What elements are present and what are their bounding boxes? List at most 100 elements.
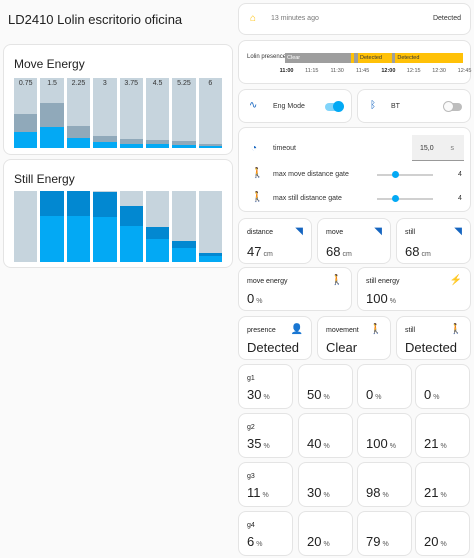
bt-toggle[interactable]: [443, 101, 462, 112]
gate-tile[interactable]: 21%: [415, 413, 470, 458]
gate-tile[interactable]: 21%: [415, 462, 470, 507]
walk-icon: 🚶: [369, 324, 382, 335]
history-card: Lolin presence Clear Detected Detected 11:…: [238, 40, 471, 84]
gate-unit: %: [323, 443, 330, 450]
status-card[interactable]: ⌂ 13 minutes ago Detected: [238, 3, 471, 35]
still-gate-slider[interactable]: [377, 195, 433, 202]
sensor-value: Clear: [326, 340, 357, 355]
gate-label: g2: [247, 424, 255, 431]
sensor-tile-still[interactable]: still ◥ 68 cm: [396, 218, 471, 264]
sensor-tile-still[interactable]: still 🚶 Detected: [396, 316, 471, 360]
timeline-segment[interactable]: Detected: [395, 53, 463, 63]
gate-tile[interactable]: 20%: [415, 511, 470, 556]
bar-label: 2.25: [71, 80, 86, 87]
bar-label: 5.25: [177, 80, 191, 87]
bar-label: 0.75: [18, 80, 33, 87]
gate-tile[interactable]: 79%: [357, 511, 412, 556]
slider-knob[interactable]: [392, 195, 400, 202]
bar-fill: [145, 144, 170, 148]
gate-tile[interactable]: 100%: [357, 413, 412, 458]
energy-bar: [198, 191, 222, 262]
gate-tile[interactable]: 0%: [357, 364, 412, 409]
person-icon: 👤: [290, 324, 303, 335]
timeline-segment[interactable]: [350, 53, 355, 63]
page-title: LD2410 Lolin escritorio oficina: [8, 12, 183, 27]
eng-mode-toggle[interactable]: [325, 101, 344, 112]
gate-value: 11%: [247, 485, 269, 500]
bt-label: BT: [391, 103, 400, 110]
home-icon: ⌂: [250, 13, 257, 24]
sensor-unit: cm: [342, 251, 352, 258]
move-gate-slider[interactable]: [377, 171, 433, 178]
bar-fill: [119, 225, 143, 262]
energy-bar: 2.25: [66, 78, 91, 148]
sensor-tile-distance[interactable]: distance ◥ 47 cm: [238, 218, 312, 264]
sensor-tile-move[interactable]: move ◥ 68 cm: [317, 218, 391, 264]
timeline-segment[interactable]: Clear: [285, 53, 351, 63]
sensor-tile-presence[interactable]: presence 👤 Detected: [238, 316, 312, 360]
walk-icon: 🚶: [330, 275, 343, 286]
gate-value: 20%: [424, 534, 447, 549]
gate-tile[interactable]: 0%: [415, 364, 470, 409]
bar-mid-segment: [145, 140, 170, 148]
value-text: 47: [247, 244, 262, 259]
gate-tile[interactable]: 20%: [298, 511, 353, 556]
pulse-icon: ∿: [249, 100, 258, 111]
value-text: 30: [307, 485, 322, 500]
bar-fill: [119, 143, 143, 148]
value-text: 0: [424, 387, 432, 402]
sensor-name: still: [405, 229, 416, 236]
gate-unit: %: [263, 443, 270, 450]
signal-icon: ◥: [454, 226, 462, 237]
gate-value: 98%: [366, 485, 389, 500]
sensor-unit: %: [389, 298, 396, 305]
energy-bar: 4.5: [145, 78, 170, 148]
timeline-bar[interactable]: Clear Detected Detected: [285, 53, 463, 63]
bt-card: ᛒ BT: [357, 89, 471, 123]
still-energy-chart: [14, 191, 222, 262]
gate-value: 21%: [424, 485, 447, 500]
sensor-name: move energy: [247, 278, 288, 285]
walk-icon: 🚶: [251, 168, 264, 179]
gate-value: 30%: [247, 387, 270, 402]
gate-tile[interactable]: 40%: [298, 413, 353, 458]
timeline-tick: 11:45: [355, 68, 370, 74]
gate-tile[interactable]: 30%: [298, 462, 353, 507]
gate-tile[interactable]: g2 35%: [238, 413, 293, 458]
bar-fill: [145, 239, 170, 262]
sensor-name: presence: [247, 327, 276, 334]
sensor-tile-still-energy[interactable]: still energy ⚡ 100%: [357, 267, 471, 311]
gate-value: 79%: [366, 534, 389, 549]
bar-fill: [14, 132, 38, 148]
sensor-value: 47 cm: [247, 244, 273, 259]
timeline-segment[interactable]: Detected: [357, 53, 392, 63]
gate-tile[interactable]: 98%: [357, 462, 412, 507]
energy-bar: [14, 191, 38, 262]
sensor-tile-move-energy[interactable]: move energy 🚶 0%: [238, 267, 352, 311]
config-card: ◔ timeout 15,0 s 🚶 max move distance gat…: [238, 127, 471, 212]
timeline-segment[interactable]: [391, 53, 396, 63]
timeout-input[interactable]: 15,0 s: [412, 135, 464, 161]
timeline-segment[interactable]: [354, 53, 358, 63]
still-gate-label: max still distance gate: [273, 195, 342, 202]
value-text: 35: [247, 436, 262, 451]
slider-knob[interactable]: [392, 171, 400, 178]
gate-unit: %: [440, 443, 447, 450]
energy-bar: 3: [93, 78, 117, 148]
timer-icon: ◔: [251, 143, 258, 154]
gate-unit: %: [433, 394, 440, 401]
energy-bar: [93, 191, 117, 262]
value-text: 20: [424, 534, 439, 549]
gate-tile[interactable]: g1 30%: [238, 364, 293, 409]
sensor-name: distance: [247, 229, 274, 236]
gate-tile[interactable]: g3 11%: [238, 462, 293, 507]
gate-tile[interactable]: 50%: [298, 364, 353, 409]
value-text: 20: [307, 534, 322, 549]
sensor-tile-movement[interactable]: movement 🚶 Clear: [317, 316, 391, 360]
gate-tile[interactable]: g4 6%: [238, 511, 293, 556]
sensor-unit: cm: [263, 251, 273, 258]
sensor-value: Detected: [405, 340, 457, 355]
value-text: 21: [424, 436, 439, 451]
walk-icon: 🚶: [449, 324, 462, 335]
sensor-name: still: [405, 327, 416, 334]
